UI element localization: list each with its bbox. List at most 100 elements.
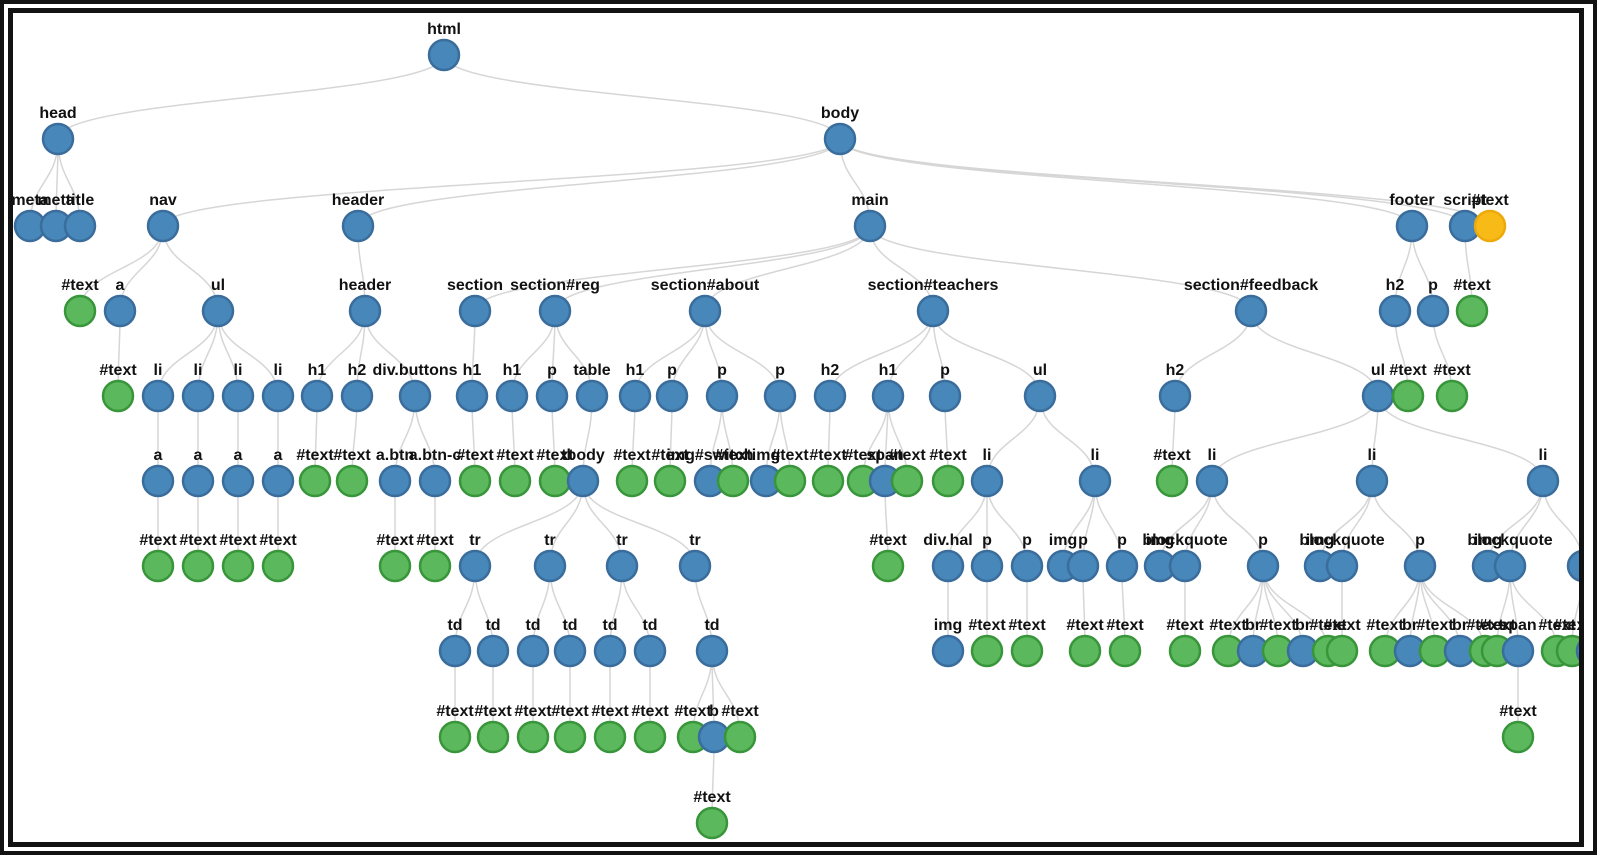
element-node[interactable] — [853, 209, 887, 243]
element-node[interactable] — [455, 379, 489, 413]
text-node[interactable] — [1455, 294, 1489, 328]
element-node[interactable] — [1023, 379, 1057, 413]
text-node[interactable] — [653, 464, 687, 498]
element-node[interactable] — [1105, 549, 1139, 583]
element-node[interactable] — [300, 379, 334, 413]
element-node[interactable] — [916, 294, 950, 328]
text-node[interactable] — [141, 549, 175, 583]
element-node[interactable] — [593, 634, 627, 668]
text-node[interactable] — [723, 720, 757, 754]
element-node[interactable] — [1416, 294, 1450, 328]
element-node[interactable] — [141, 464, 175, 498]
text-node[interactable] — [335, 464, 369, 498]
element-node[interactable] — [688, 294, 722, 328]
element-node[interactable] — [1066, 549, 1100, 583]
element-node[interactable] — [103, 294, 137, 328]
text-node[interactable] — [773, 464, 807, 498]
text-node[interactable] — [476, 720, 510, 754]
element-node[interactable] — [141, 379, 175, 413]
element-node[interactable] — [516, 634, 550, 668]
element-node[interactable] — [813, 379, 847, 413]
text-node[interactable] — [1168, 634, 1202, 668]
text-node[interactable] — [418, 549, 452, 583]
text-node[interactable] — [716, 464, 750, 498]
element-node[interactable] — [378, 464, 412, 498]
element-node[interactable] — [1168, 549, 1202, 583]
text-node[interactable] — [615, 464, 649, 498]
element-node[interactable] — [341, 209, 375, 243]
element-node[interactable] — [533, 549, 567, 583]
element-node[interactable] — [458, 549, 492, 583]
text-node[interactable] — [970, 634, 1004, 668]
text-node[interactable] — [890, 464, 924, 498]
text-node[interactable] — [438, 720, 472, 754]
element-node[interactable] — [63, 209, 97, 243]
element-node[interactable] — [1158, 379, 1192, 413]
text-node[interactable] — [498, 464, 532, 498]
element-node[interactable] — [763, 379, 797, 413]
element-node[interactable] — [538, 294, 572, 328]
text-node[interactable] — [101, 379, 135, 413]
text-node[interactable] — [458, 464, 492, 498]
element-node[interactable] — [1403, 549, 1437, 583]
element-node[interactable] — [575, 379, 609, 413]
element-node[interactable] — [970, 464, 1004, 498]
element-node[interactable] — [1575, 636, 1579, 666]
text-node[interactable] — [593, 720, 627, 754]
text-node[interactable] — [1325, 634, 1359, 668]
element-node[interactable] — [181, 379, 215, 413]
highlighted-text-node[interactable] — [1473, 209, 1507, 243]
text-node[interactable] — [1108, 634, 1142, 668]
text-node[interactable] — [1435, 379, 1469, 413]
text-node[interactable] — [181, 549, 215, 583]
element-node[interactable] — [261, 464, 295, 498]
element-node[interactable] — [535, 379, 569, 413]
element-node[interactable] — [566, 464, 600, 498]
element-node[interactable] — [695, 634, 729, 668]
text-node[interactable] — [298, 464, 332, 498]
element-node[interactable] — [1246, 549, 1280, 583]
element-node[interactable] — [418, 464, 452, 498]
text-node[interactable] — [261, 549, 295, 583]
text-node[interactable] — [633, 720, 667, 754]
element-node[interactable] — [931, 634, 965, 668]
element-node[interactable] — [618, 379, 652, 413]
element-node[interactable] — [221, 464, 255, 498]
element-node[interactable] — [1378, 294, 1412, 328]
element-node[interactable] — [553, 634, 587, 668]
element-node[interactable] — [438, 634, 472, 668]
element-node[interactable] — [41, 122, 75, 156]
text-node[interactable] — [1555, 634, 1579, 668]
element-node[interactable] — [398, 379, 432, 413]
text-node[interactable] — [871, 549, 905, 583]
element-node[interactable] — [1395, 209, 1429, 243]
element-node[interactable] — [1234, 294, 1268, 328]
element-node[interactable] — [705, 379, 739, 413]
element-node[interactable] — [871, 379, 905, 413]
text-node[interactable] — [553, 720, 587, 754]
element-node[interactable] — [340, 379, 374, 413]
element-node[interactable] — [201, 294, 235, 328]
text-node[interactable] — [931, 464, 965, 498]
element-node[interactable] — [348, 294, 382, 328]
element-node[interactable] — [476, 634, 510, 668]
element-node[interactable] — [1493, 549, 1527, 583]
element-node[interactable] — [605, 549, 639, 583]
element-node[interactable] — [1195, 464, 1229, 498]
element-node[interactable] — [1566, 550, 1579, 582]
element-node[interactable] — [1078, 464, 1112, 498]
element-node[interactable] — [931, 549, 965, 583]
text-node[interactable] — [1010, 634, 1044, 668]
text-node[interactable] — [1068, 634, 1102, 668]
element-node[interactable] — [146, 209, 180, 243]
element-node[interactable] — [1361, 379, 1395, 413]
text-node[interactable] — [1391, 379, 1425, 413]
element-node[interactable] — [1010, 549, 1044, 583]
element-node[interactable] — [970, 549, 1004, 583]
element-node[interactable] — [221, 379, 255, 413]
text-node[interactable] — [538, 464, 572, 498]
element-node[interactable] — [1501, 634, 1535, 668]
element-node[interactable] — [678, 549, 712, 583]
element-node[interactable] — [495, 379, 529, 413]
text-node[interactable] — [1155, 464, 1189, 498]
